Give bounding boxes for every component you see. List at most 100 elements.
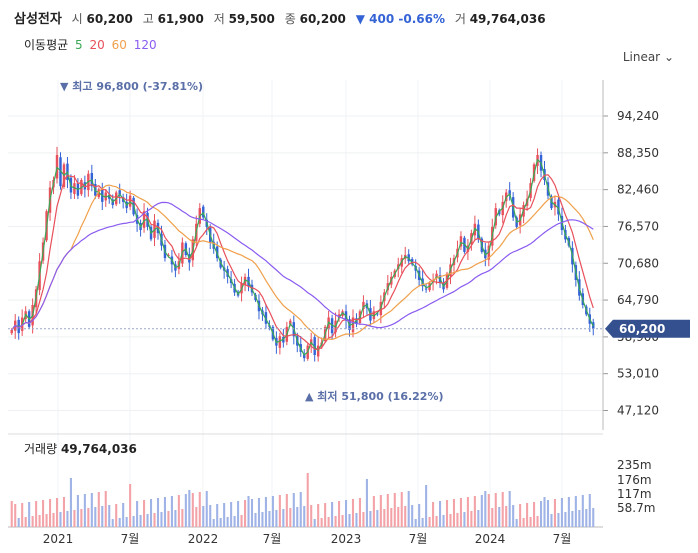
open-label: 시 [71,12,83,26]
volume-bar [108,505,111,527]
volume-bar [487,494,490,527]
volume-bar [66,511,69,527]
volume-bar [320,518,323,527]
volume-bar [526,503,529,527]
volume-bar [24,517,27,527]
volume-bar [195,507,198,527]
volume-bar [432,502,435,527]
volume-bar [153,513,156,527]
volume-bar [10,501,13,527]
volume-bar [170,496,173,527]
candle-body [83,182,87,190]
quote-header: 삼성전자 시 60,200 고 61,900 저 59,500 종 60,200… [14,8,552,27]
y-tick-label: 82,460 [617,183,659,197]
stock-name: 삼성전자 [14,12,62,27]
volume-bar [404,506,407,527]
volume-bar [188,490,191,527]
volume-bar [578,510,581,527]
volume-bar [167,511,170,527]
volume-bar [400,492,403,527]
volume-bar [216,504,219,527]
volume-bar [334,516,337,527]
volume-bar [536,516,539,527]
ma60-label[interactable]: 60 [111,38,127,52]
volume-bar [442,515,445,527]
ma20-label[interactable]: 20 [89,38,105,52]
current-price-tag [605,319,690,338]
volume-bar [240,515,243,527]
volume-bar [393,493,396,527]
candle-body [435,273,438,278]
x-tick-label: 7월 [121,532,140,546]
volume-bar [80,509,83,527]
volume-bar [484,491,487,527]
y-tick-label: 70,680 [617,256,659,270]
high-label: 고 [142,12,154,26]
volume-bar [505,506,508,527]
volume-bar [456,513,459,527]
volume-bar [418,504,421,527]
volume-bar [313,519,316,527]
volume-bar [264,497,267,527]
volume-bar [498,507,501,527]
volume-bar [111,519,114,527]
volume-bar [209,505,212,527]
volume-bar [341,515,344,527]
volume-bar [35,501,38,527]
y-tick-label: 53,010 [617,367,659,381]
volume-bar [247,496,250,527]
annotation-high: ▼ 최고 96,800 (-37.81%) [60,79,203,93]
candle-body [557,199,560,215]
volume-bar [28,502,31,527]
volume-bar [271,496,274,527]
volume-bar [90,493,93,527]
volume-label: 거 [454,12,466,26]
volume-bar [390,508,393,527]
volume-bar [268,511,271,527]
volume-bar [115,504,118,527]
candle-body [508,190,511,196]
volume-bar [317,504,320,527]
volume-bar [512,505,515,527]
ma5-label[interactable]: 5 [75,38,83,52]
volume-bar [174,510,177,527]
candle-body [278,336,282,348]
volume-bar [585,509,588,527]
volume-bar [459,498,462,527]
volume-bar [362,512,365,527]
volume-bar [14,504,17,527]
volume-bar [564,512,567,527]
volume-bar [83,494,86,527]
volume-bar [303,506,306,527]
low-value: 59,500 [228,12,275,26]
ma20-line [11,174,594,350]
volume-bar [324,503,327,527]
volume-bar [261,512,264,527]
moving-average-legend[interactable]: 이동평균 5 20 60 120 [24,36,160,53]
volume-bar [49,499,52,527]
volume-bar [73,510,76,527]
volume-bar [533,502,536,527]
volume-bar [372,496,375,527]
volume-bar [181,509,184,527]
volume-bar [191,493,194,527]
scale-selector[interactable]: Linear ⌄ [623,50,674,64]
volume-tick-label: 58.7m [617,501,655,515]
volume-bar [574,496,577,527]
candle-body [376,313,379,315]
volume-bar [365,479,368,527]
volume-bar [212,519,215,527]
volume-bar [592,508,595,527]
volume-bar [348,514,351,527]
volume-bar [439,501,442,527]
volume-bar [21,503,24,527]
volume-bar [38,515,41,527]
volume-bar [42,500,45,527]
volume-bar [379,495,382,527]
current-price-label: 60,200 [619,322,665,336]
volume-bar [146,514,149,527]
ma120-label[interactable]: 120 [133,38,157,52]
volume-tick-label: 117m [617,487,652,501]
volume-bar [560,498,563,527]
